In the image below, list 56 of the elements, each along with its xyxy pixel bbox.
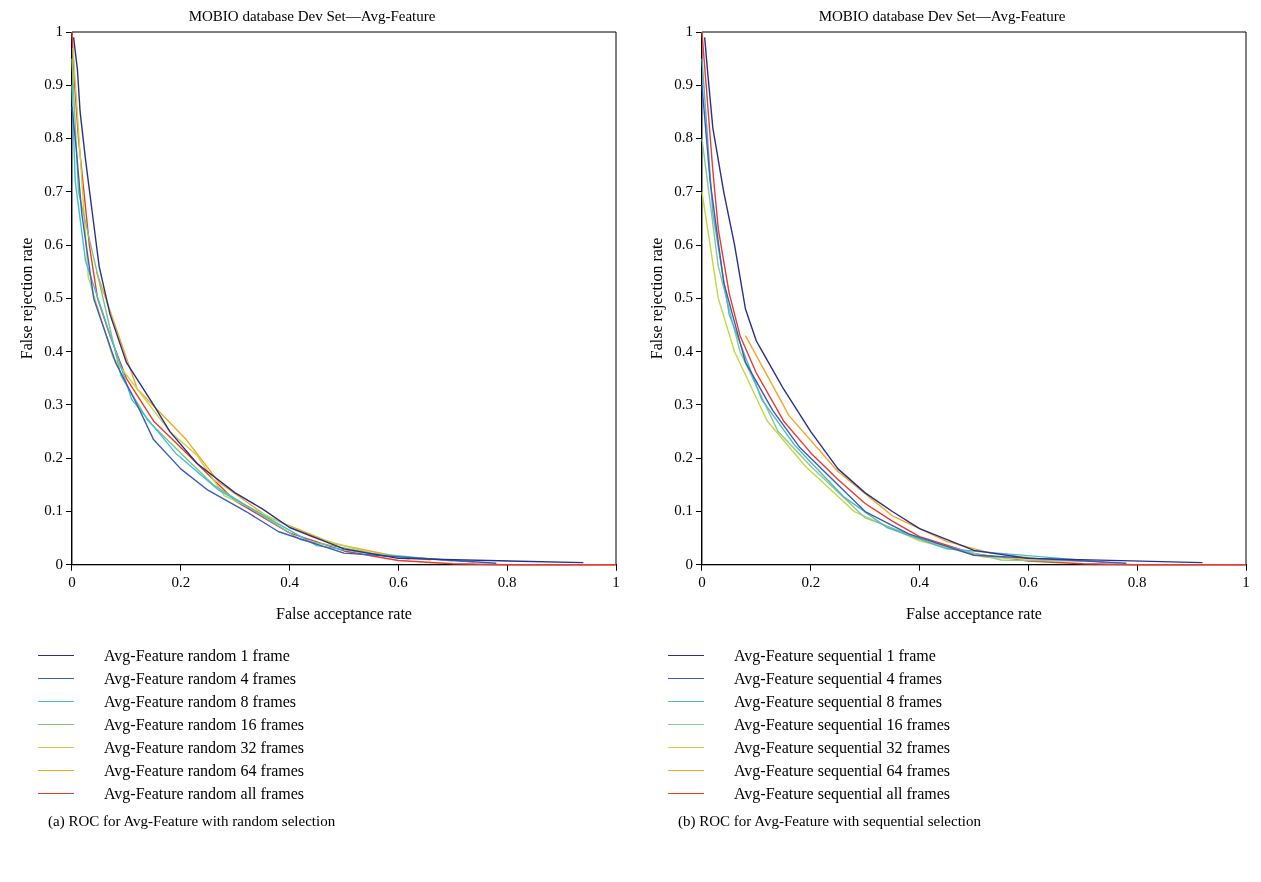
legend-label: Avg-Feature sequential 4 frames xyxy=(734,669,943,688)
legend-label: Avg-Feature random 4 frames xyxy=(104,669,297,688)
x-tick-label: 0.8 xyxy=(1127,573,1147,590)
legend-label: Avg-Feature sequential 32 frames xyxy=(734,738,951,757)
legend-label: Avg-Feature random all frames xyxy=(104,784,305,803)
x-tick-label: 0.4 xyxy=(910,573,930,590)
x-tick-label: 0.4 xyxy=(280,573,300,590)
x-tick-label: 1 xyxy=(1242,573,1250,590)
x-tick-label: 0 xyxy=(68,573,76,590)
y-tick-label: 0 xyxy=(685,555,693,572)
y-tick-label: 0 xyxy=(55,555,63,572)
text: (b) ROC for Avg-Feature with sequential selection xyxy=(678,813,982,830)
legend-label: Avg-Feature sequential 1 frame xyxy=(734,646,936,665)
legend-label: Avg-Feature sequential 16 frames xyxy=(734,715,951,734)
chart-title: MOBIO database Dev Set—Avg-Feature xyxy=(188,7,436,24)
legend-label: Avg-Feature random 8 frames xyxy=(104,692,297,711)
text: (a) ROC for Avg-Feature with random selection xyxy=(48,813,337,830)
x-tick-label: 0.8 xyxy=(497,573,517,590)
y-tick-label: 0.4 xyxy=(674,342,694,359)
y-tick-label: 0.4 xyxy=(44,342,64,359)
x-tick-label: 0 xyxy=(698,573,706,590)
legend-label: Avg-Feature sequential 8 frames xyxy=(734,692,943,711)
y-tick-label: 0.3 xyxy=(44,395,63,412)
legend-label: Avg-Feature sequential 64 frames xyxy=(734,761,951,780)
chart-title: MOBIO database Dev Set—Avg-Feature xyxy=(818,7,1066,24)
y-tick-label: 0.9 xyxy=(44,76,63,93)
y-tick-label: 0.2 xyxy=(674,449,693,466)
y-axis-title: False rejection rate xyxy=(17,237,36,360)
x-tick-label: 0.2 xyxy=(801,573,821,590)
y-tick-label: 0.7 xyxy=(674,182,694,199)
x-tick-label: 1 xyxy=(612,573,620,590)
y-tick-label: 0.9 xyxy=(674,76,693,93)
x-tick-label: 0.6 xyxy=(389,573,409,590)
y-tick-label: 0.5 xyxy=(674,289,693,306)
legend-label: Avg-Feature random 16 frames xyxy=(104,715,305,734)
legend-label: Avg-Feature random 1 frame xyxy=(104,646,290,665)
y-tick-label: 0.5 xyxy=(44,289,63,306)
x-tick-label: 0.2 xyxy=(171,573,191,590)
y-tick-label: 0.8 xyxy=(674,129,693,146)
y-tick-label: 0.7 xyxy=(44,182,64,199)
y-tick-label: 0.6 xyxy=(44,236,64,253)
y-tick-label: 0.1 xyxy=(674,502,693,519)
y-tick-label: 0.1 xyxy=(44,502,63,519)
y-tick-label: 0.2 xyxy=(44,449,63,466)
y-tick-label: 0.3 xyxy=(674,395,693,412)
y-tick-label: 0.6 xyxy=(674,236,694,253)
legend-label: Avg-Feature sequential all frames xyxy=(734,784,951,803)
y-tick-label: 0.8 xyxy=(44,129,63,146)
y-tick-label: 1 xyxy=(55,22,63,39)
y-tick-label: 1 xyxy=(685,22,693,39)
legend-label: Avg-Feature random 64 frames xyxy=(104,761,305,780)
y-axis-title: False rejection rate xyxy=(647,237,666,360)
legend-label: Avg-Feature random 32 frames xyxy=(104,738,305,757)
x-axis-title: False acceptance rate xyxy=(906,604,1042,623)
x-tick-label: 0.6 xyxy=(1019,573,1039,590)
x-axis-title: False acceptance rate xyxy=(276,604,412,623)
